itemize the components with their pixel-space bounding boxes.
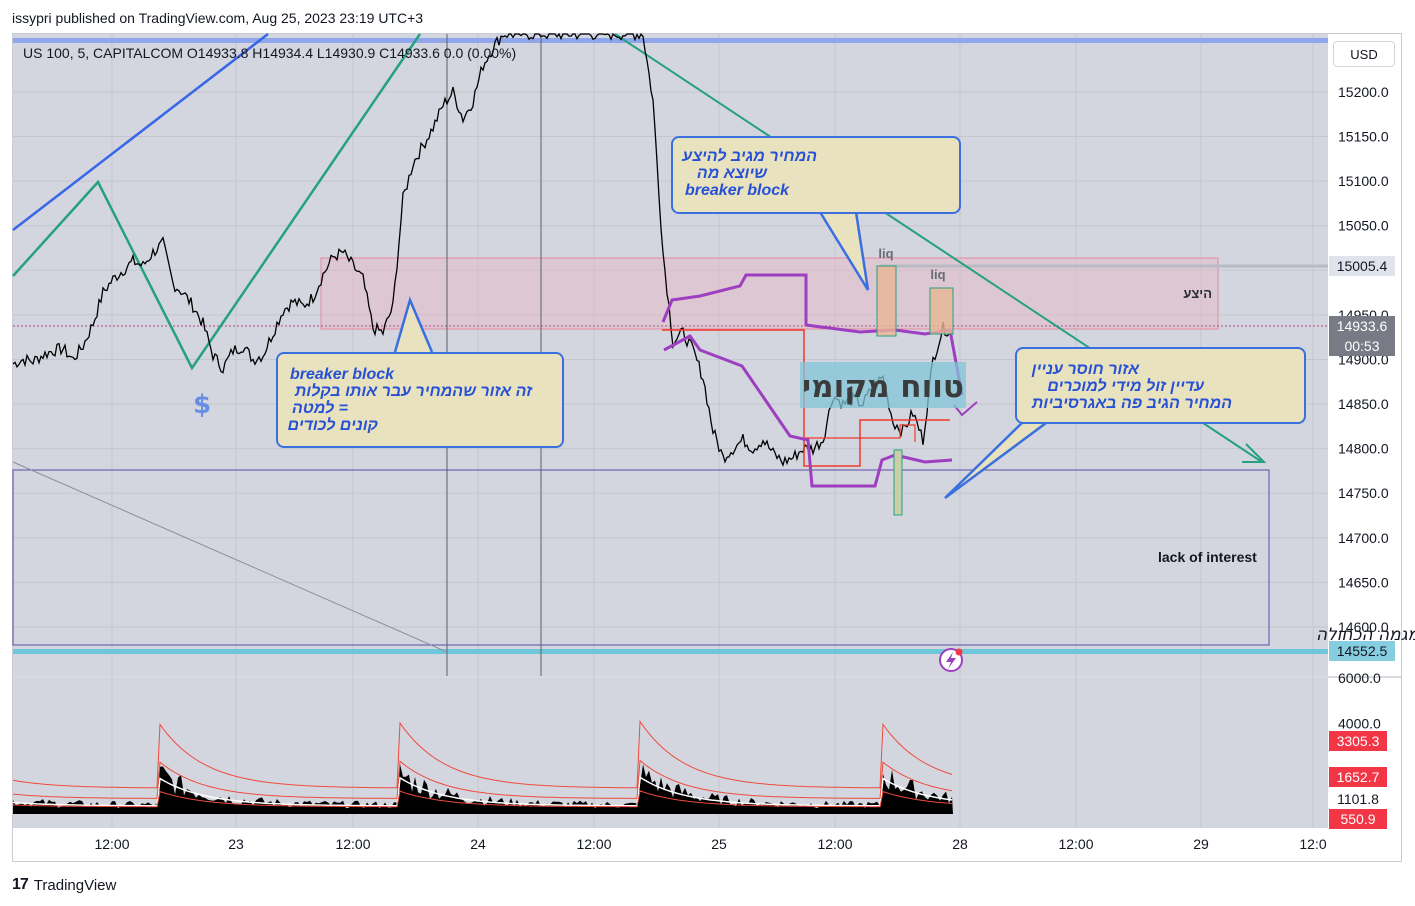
callout-left: breaker block זה אזור שהמחיר עבר אותו בק… — [276, 352, 564, 448]
volume-badge-label: 3305.3 — [1337, 733, 1380, 749]
lightning-icon[interactable] — [939, 648, 963, 672]
tradingview-logo-icon: 17 — [12, 876, 29, 893]
currency-button[interactable]: USD — [1333, 41, 1395, 67]
supply-zone-label: היצע — [1183, 286, 1212, 301]
callout-right-line-1: אזור חוסר עניין — [1031, 361, 1139, 378]
liq-label-1: liq — [878, 246, 893, 261]
lack-of-interest-zone — [12, 469, 1270, 646]
liq-box-1 — [876, 265, 897, 337]
price-badge-label: 14933.6 — [1337, 318, 1388, 334]
dollar-icon: $ — [193, 390, 211, 420]
volume-badge — [1329, 789, 1387, 809]
purple-arrowhead — [953, 401, 978, 417]
time-tick-label: 23 — [228, 836, 244, 852]
price-series-line — [12, 32, 952, 468]
price-badge — [1329, 641, 1395, 661]
blue-trendline — [12, 33, 269, 231]
time-tick-label: 28 — [952, 836, 968, 852]
volume-badge — [1329, 809, 1387, 829]
green-arrowhead — [1242, 443, 1267, 463]
time-tick-label: 25 — [711, 836, 727, 852]
price-badge-label: 14552.5 — [1337, 643, 1388, 659]
volume-band-mid — [12, 759, 953, 799]
callout-left-line-4: קונים לכודים — [287, 417, 378, 434]
liq-box-2 — [929, 287, 954, 335]
brand-label: TradingView — [33, 876, 117, 894]
last-low-label: נמוך אחרון של המגמה הכחולה — [1316, 625, 1415, 645]
time-axis-bg — [13, 828, 1401, 861]
volume-ma-white — [12, 776, 953, 807]
time-tick-label: 12:00 — [335, 836, 370, 852]
callout-left-line-2: זה אזור שהמחיר עבר אותו בקלות — [294, 383, 532, 400]
callout-right: אזור חוסר עניין עדיין זול מידי למוכרים ה… — [1015, 347, 1306, 424]
price-tick-label: 15150.0 — [1338, 129, 1389, 145]
gray-trendline — [12, 461, 448, 653]
callout-top-pointer — [818, 211, 870, 291]
callout-right-pointer — [944, 418, 1051, 500]
volume-badge — [1329, 767, 1387, 787]
price-badge — [1329, 316, 1395, 336]
price-tick-label: 15050.0 — [1338, 218, 1389, 234]
lack-of-interest-label: lack of interest — [1158, 549, 1257, 565]
price-tick-label: 15100.0 — [1338, 173, 1389, 189]
green-zigzag — [12, 33, 422, 371]
red-structure-line-2 — [805, 424, 916, 442]
time-tick-label: 24 — [470, 836, 486, 852]
price-tick-label: 14750.0 — [1338, 485, 1389, 501]
volume-band-high — [12, 720, 953, 789]
local-range-box — [800, 362, 966, 408]
price-axis-bg — [1328, 34, 1401, 828]
callout-right-line-2: עדיין זול מידי למוכרים — [1047, 378, 1204, 395]
axis-labels: 12:00 23 12:00 24 12:00 25 12:00 28 12:00 29 12:0 1… — [94, 84, 1395, 852]
callout-top-line-2: שיוצא מה — [696, 165, 767, 182]
volume-tick-label: 6000.0 — [1338, 670, 1381, 686]
volume-badge — [1329, 731, 1387, 751]
volume-badge-label: 1101.8 — [1337, 791, 1379, 807]
volume-tick-label: 4000.0 — [1338, 715, 1381, 731]
supply-zone — [320, 257, 1219, 330]
callout-top-line-1: המחיר מגיב להיצע — [682, 148, 817, 165]
price-badge — [1329, 256, 1395, 276]
top-resistance-band — [13, 38, 1328, 43]
price-tick-label: 14650.0 — [1338, 574, 1389, 590]
last-low-line — [13, 649, 1328, 654]
purple-band-upper — [661, 273, 964, 396]
callout-top: המחיר מגיב להיצע שיוצא מה breaker block — [671, 136, 961, 214]
callout-right-line-3: המחיר הגיב פה באגרסיביות — [1031, 395, 1232, 412]
volume-badge-label: 550.9 — [1340, 811, 1375, 827]
price-tick-label: 14800.0 — [1338, 441, 1389, 457]
ohlc-legend: US 100, 5, CAPITALCOM O14933.8 H14934.4 … — [23, 45, 517, 61]
red-structure-line — [662, 329, 950, 467]
liq-label-2: liq — [930, 267, 945, 282]
publish-credit: issypri published on TradingView.com, Au… — [12, 10, 424, 26]
volume-band-low — [12, 790, 953, 808]
callout-top-line-3: breaker block — [685, 182, 790, 199]
callout-left-line-1: breaker block — [290, 366, 395, 383]
time-tick-label: 12:00 — [1058, 836, 1093, 852]
price-tick-label: 14700.0 — [1338, 530, 1389, 546]
price-badge-label: 00:53 — [1344, 338, 1379, 354]
volume-badge-label: 1652.7 — [1337, 769, 1380, 785]
price-tick-label: 15200.0 — [1338, 84, 1389, 100]
time-tick-label: 12:00 — [94, 836, 129, 852]
callout-left-line-3: = למטה — [291, 400, 348, 417]
price-tick-label: 14850.0 — [1338, 396, 1389, 412]
price-badge-label: 15005.4 — [1337, 258, 1388, 274]
time-tick-label: 12:00 — [817, 836, 852, 852]
price-badge — [1329, 336, 1395, 356]
callout-left-pointer — [393, 296, 434, 353]
price-tick-label: 14600.0 — [1338, 619, 1389, 635]
time-tick-label: 12:00 — [576, 836, 611, 852]
tradingview-brand[interactable]: 17 TradingView — [12, 876, 116, 894]
time-tick-label: 29 — [1193, 836, 1209, 852]
liq-box-3 — [893, 449, 903, 516]
time-tick-label: 12:0 — [1299, 836, 1326, 852]
local-range-label: טווח מקומי — [802, 369, 964, 405]
